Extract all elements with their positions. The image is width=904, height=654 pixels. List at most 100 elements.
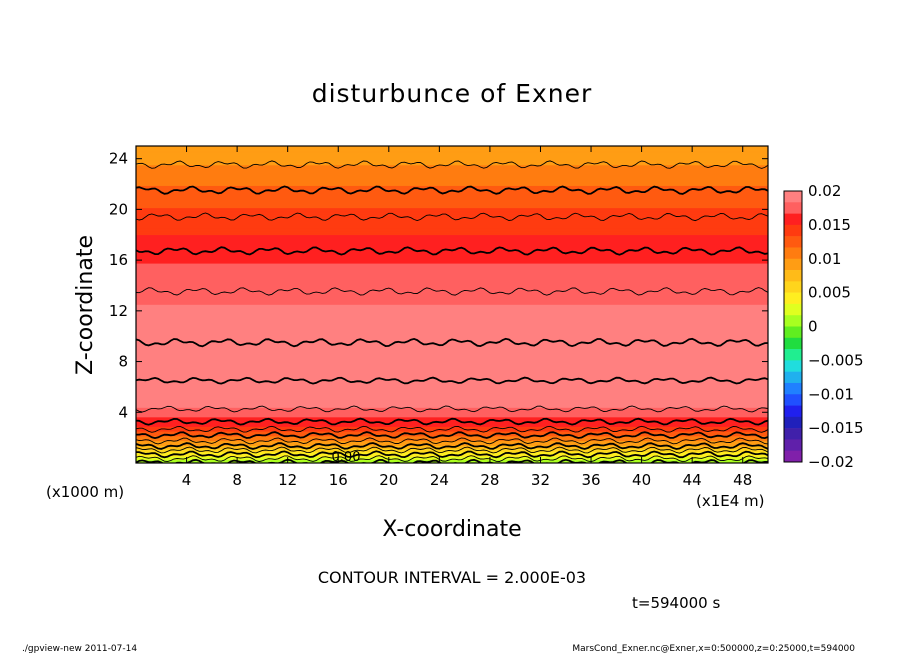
- colorbar-tick-label: −0.02: [808, 453, 854, 471]
- colorbar-swatch: [784, 315, 802, 327]
- field-band: [136, 391, 768, 394]
- field-band: [136, 199, 768, 202]
- field-band: [136, 242, 768, 245]
- field-band: [136, 288, 768, 291]
- field-band: [136, 277, 768, 280]
- colorbar-swatch: [784, 270, 802, 282]
- field-band: [136, 234, 768, 237]
- field-band: [136, 148, 768, 152]
- colorbar-swatch: [784, 405, 802, 418]
- field-band: [136, 178, 768, 182]
- field-band: [136, 302, 768, 305]
- field-band: [136, 286, 768, 289]
- field-band: [136, 250, 768, 253]
- field-band: [136, 399, 768, 402]
- x-tick-label: 24: [430, 471, 449, 489]
- field-band: [136, 213, 768, 217]
- field-band: [136, 419, 768, 423]
- field-band: [136, 172, 768, 175]
- contour-line: [136, 212, 768, 222]
- field-band: [136, 392, 768, 396]
- colorbar-tick-label: 0: [808, 318, 818, 336]
- field-bands: [136, 146, 768, 463]
- field-band: [136, 215, 768, 218]
- colorbar-swatch: [784, 416, 802, 429]
- time-annotation: t=594000 s: [632, 594, 720, 612]
- field-band: [136, 321, 768, 324]
- field-band: [136, 147, 768, 150]
- field-band: [136, 307, 768, 310]
- field-band: [136, 367, 768, 370]
- field-band: [136, 364, 768, 367]
- field-band: [136, 285, 768, 288]
- field-band: [136, 183, 768, 186]
- field-band: [136, 373, 768, 377]
- field-band: [136, 150, 768, 153]
- field-band: [136, 266, 768, 269]
- colorbar-swatch: [784, 202, 802, 214]
- field-band: [136, 437, 768, 440]
- field-band: [136, 351, 768, 354]
- plot-area: [136, 146, 768, 463]
- field-band: [136, 410, 768, 413]
- colorbar-swatch: [784, 450, 802, 463]
- program-annotation: ./gpview-new 2011-07-14: [22, 644, 137, 654]
- field-band: [136, 212, 768, 215]
- field-band: [136, 389, 768, 392]
- field-band: [136, 405, 768, 408]
- contour-label: 0.00: [332, 450, 361, 465]
- colorbar-tick-label: −0.015: [808, 419, 864, 437]
- field-band: [136, 255, 768, 258]
- field-band: [136, 383, 768, 386]
- field-band: [136, 378, 768, 381]
- field-band: [136, 386, 768, 389]
- colorbar-swatch: [784, 247, 802, 260]
- contour-line: [136, 287, 768, 296]
- colorbar-swatch: [784, 394, 802, 406]
- field-band: [136, 299, 768, 302]
- x-tick-label: 44: [683, 471, 702, 489]
- field-band: [136, 432, 768, 435]
- contour-line: [136, 246, 768, 256]
- plot-frame: [135, 145, 769, 464]
- x-tick-label: 32: [531, 471, 550, 489]
- field-band: [136, 229, 768, 232]
- x-tick-label: 20: [379, 471, 398, 489]
- field-band: [136, 429, 768, 432]
- y-tick-label: 24: [109, 150, 128, 168]
- field-band: [136, 177, 768, 180]
- field-band: [136, 448, 768, 451]
- field-band: [136, 461, 768, 463]
- field-band: [136, 415, 768, 418]
- field-band: [136, 327, 768, 331]
- field-band: [136, 369, 768, 372]
- field-band: [136, 342, 768, 345]
- field-band: [136, 313, 768, 316]
- field-band: [136, 239, 768, 242]
- field-band: [136, 323, 768, 326]
- field-band: [136, 166, 768, 169]
- field-band: [136, 377, 768, 380]
- field-band: [136, 454, 768, 457]
- field-band: [136, 411, 768, 415]
- contour-line: [136, 185, 768, 195]
- field-band: [136, 240, 768, 243]
- field-band: [136, 282, 768, 285]
- field-band: [136, 396, 768, 399]
- field-band: [136, 196, 768, 199]
- contour-line: [136, 446, 768, 454]
- y-axis-label: Z-coordinate: [73, 235, 98, 375]
- contour-line: [136, 437, 768, 445]
- field-band: [136, 228, 768, 231]
- contour-line: [136, 337, 768, 348]
- field-band: [136, 312, 768, 315]
- colorbar-swatch: [784, 428, 802, 440]
- field-band: [136, 423, 768, 426]
- contour-line: [136, 405, 768, 413]
- field-band: [136, 202, 768, 205]
- colorbar-tick-label: 0.005: [808, 284, 851, 302]
- x-tick-label: 40: [632, 471, 651, 489]
- contour-line: [136, 417, 768, 426]
- field-band: [136, 305, 768, 308]
